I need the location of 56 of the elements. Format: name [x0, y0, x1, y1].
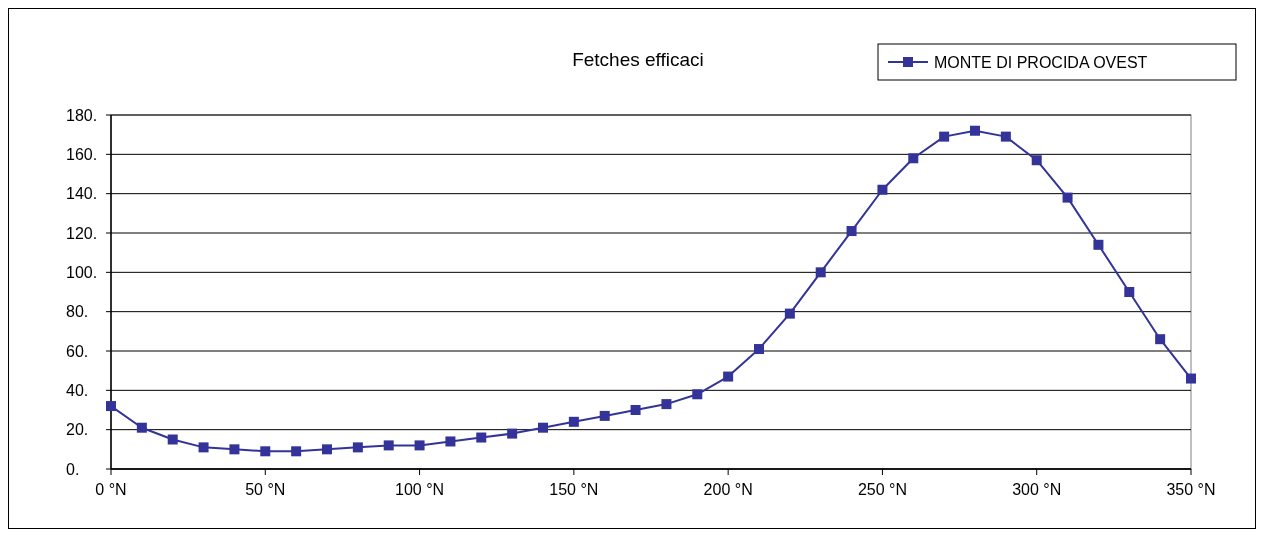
point — [1093, 239, 1104, 250]
y-tick-label: 100. — [66, 263, 98, 281]
y-tick-label: 140. — [66, 185, 98, 203]
point — [322, 444, 332, 455]
x-tick-label: 350 °N — [1166, 481, 1216, 498]
point — [1031, 155, 1042, 166]
point — [229, 444, 240, 455]
point — [599, 410, 610, 421]
point — [106, 401, 116, 412]
point — [661, 399, 672, 410]
y-tick-label: 180. — [66, 106, 98, 124]
chart-title: Fetches efficaci — [572, 49, 704, 70]
point — [939, 131, 950, 142]
point — [352, 442, 363, 453]
y-tick-label: 80. — [66, 303, 89, 321]
point — [568, 416, 579, 427]
point — [1186, 373, 1196, 384]
point — [414, 440, 425, 451]
point — [754, 344, 764, 355]
y-tick-label: 20. — [66, 421, 89, 439]
point — [198, 442, 209, 453]
y-tick-label: 120. — [66, 224, 98, 242]
point — [692, 389, 703, 400]
point — [260, 446, 271, 457]
y-tick-label: 0. — [66, 460, 80, 478]
legend-label: MONTE DI PROCIDA OVEST — [934, 53, 1148, 71]
x-tick-label: 50 °N — [245, 481, 286, 498]
x-tick-label: 0 °N — [95, 481, 127, 498]
point — [815, 267, 826, 278]
x-tick-label: 100 °N — [395, 481, 445, 498]
point — [476, 432, 487, 443]
point — [970, 125, 980, 136]
point — [167, 434, 178, 445]
point — [507, 428, 518, 439]
point — [291, 446, 302, 457]
point — [846, 226, 857, 237]
point — [1000, 131, 1011, 142]
x-tick-label: 200 °N — [703, 481, 753, 498]
point — [877, 184, 888, 195]
point — [445, 436, 456, 447]
x-tick-label: 300 °N — [1012, 481, 1062, 498]
y-tick-label: 60. — [66, 342, 89, 360]
point — [1155, 334, 1166, 345]
y-tick-label: 40. — [66, 381, 89, 399]
point — [723, 371, 734, 382]
point — [136, 422, 147, 433]
point — [784, 308, 795, 319]
point — [630, 405, 641, 415]
y-tick-label: 160. — [66, 145, 98, 163]
x-tick-label: 150 °N — [549, 481, 599, 498]
point — [908, 153, 919, 164]
point — [1124, 287, 1135, 297]
point — [383, 440, 394, 451]
point — [538, 422, 548, 433]
x-tick-label: 250 °N — [857, 481, 907, 498]
point — [1062, 192, 1073, 203]
